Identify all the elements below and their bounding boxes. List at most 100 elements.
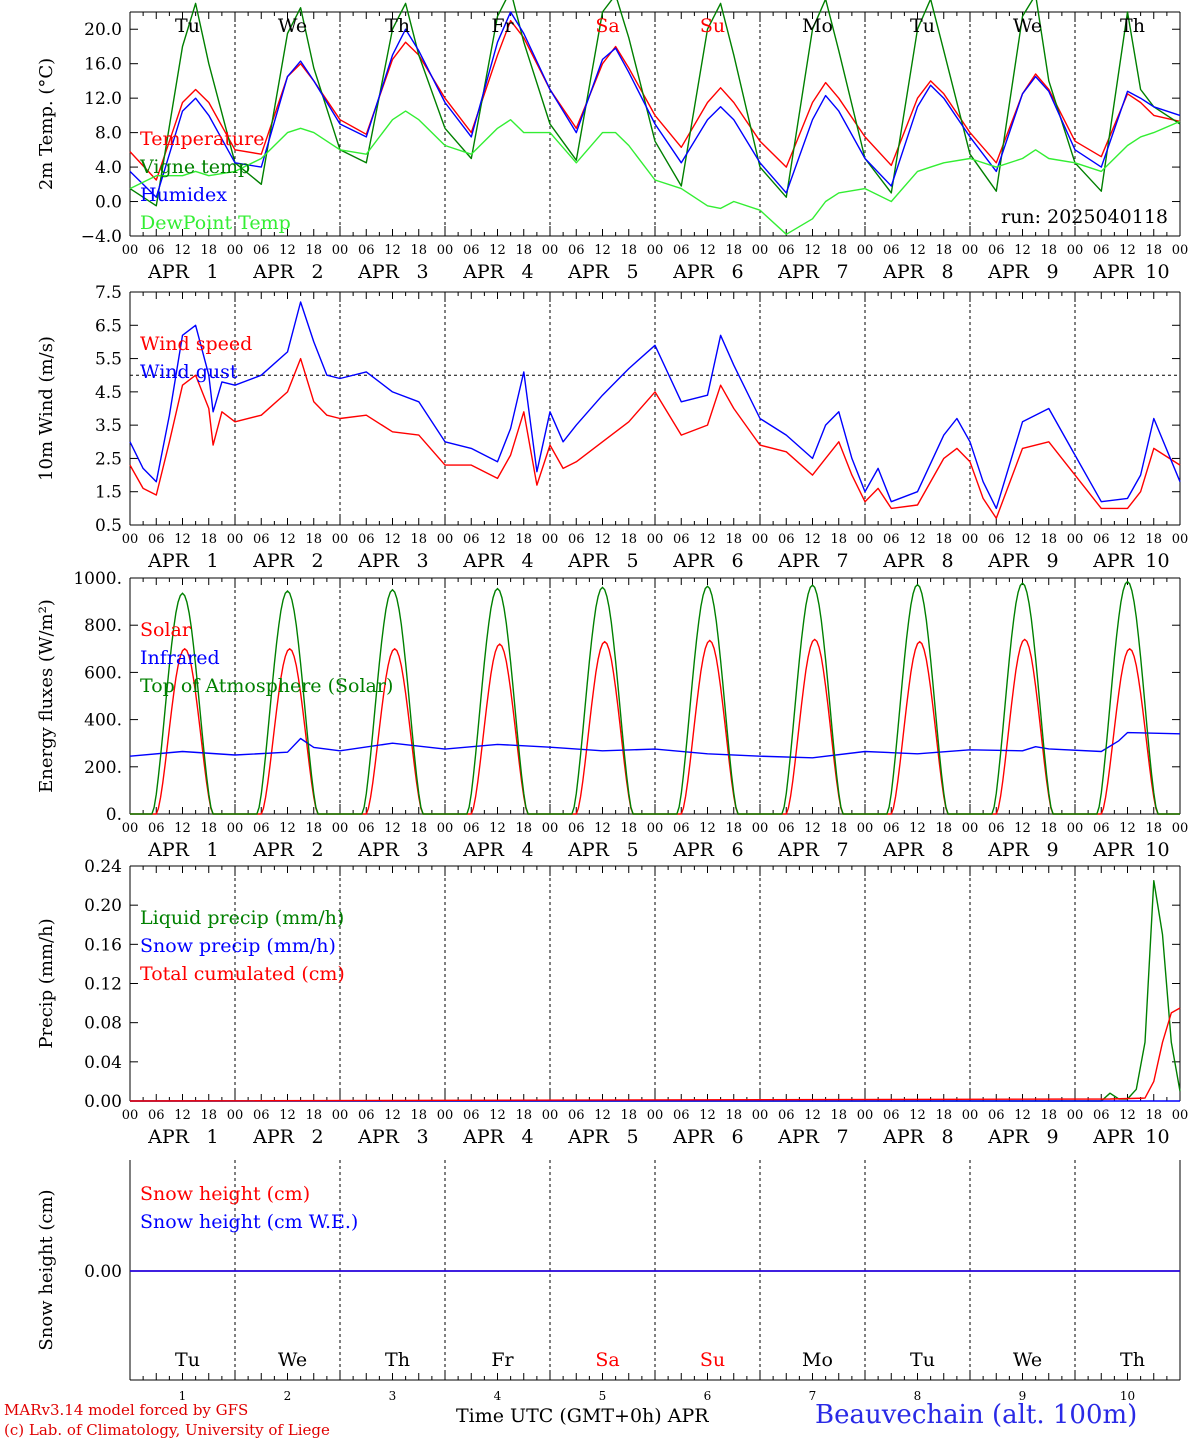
- day-label: 6: [731, 839, 743, 861]
- day-label: 10: [1145, 839, 1169, 861]
- y-axis-title: Energy fluxes (W/m²): [36, 599, 57, 793]
- hour-tick-label: 12: [1014, 821, 1031, 836]
- day-label: 5: [626, 261, 638, 283]
- hour-tick-label: 00: [1172, 532, 1189, 547]
- day-label: 9: [1046, 261, 1058, 283]
- legend-item: Wind gust: [140, 361, 238, 383]
- hour-tick-label: 18: [620, 243, 637, 258]
- hour-tick-label: 18: [515, 1108, 532, 1123]
- month-label: APR: [462, 261, 505, 283]
- hour-tick-label: 18: [305, 821, 322, 836]
- hour-tick-label: 18: [620, 1108, 637, 1123]
- hour-tick-label: 06: [883, 821, 900, 836]
- hour-tick-label: 06: [988, 1108, 1005, 1123]
- hour-tick-label: 06: [1093, 532, 1110, 547]
- day-label: 5: [626, 839, 638, 861]
- hour-tick-label: 18: [935, 243, 952, 258]
- weekday-label: Fr: [491, 1349, 514, 1371]
- hour-tick-label: 06: [1093, 243, 1110, 258]
- hour-tick-label: 18: [725, 1108, 742, 1123]
- weekday-label: Tu: [910, 15, 935, 37]
- month-label: APR: [882, 550, 925, 572]
- y-tick-label: 400.: [84, 711, 122, 731]
- hour-tick-label: 06: [148, 1108, 165, 1123]
- day-label: 7: [836, 550, 848, 572]
- hour-tick-label: 00: [962, 532, 979, 547]
- hour-tick-label: 06: [463, 532, 480, 547]
- month-label: APR: [567, 261, 610, 283]
- y-axis-panel-1: 20.0 16.0 12.0 8.0 4.0 0.0 −4.0 2m Temp. (°C): [36, 20, 1180, 247]
- hour-tick-label: 00: [437, 1108, 454, 1123]
- hour-tick-label: 00: [437, 821, 454, 836]
- day-number-label: 6: [704, 1389, 712, 1400]
- month-label: APR: [987, 1126, 1030, 1148]
- hour-tick-label: 06: [673, 243, 690, 258]
- hour-tick-label: 18: [725, 821, 742, 836]
- y-axis-panel-4: 0.24 0.20 0.16 0.12 0.08 0.04 0.00 Precip (mm/h…: [36, 857, 1180, 1112]
- hour-tick-label: 12: [174, 1108, 191, 1123]
- y-tick-label: 20.0: [84, 20, 122, 40]
- weekday-label: Th: [1120, 15, 1145, 37]
- day-label: 6: [731, 1126, 743, 1148]
- hour-tick-label: 00: [857, 243, 874, 258]
- hour-tick-label: 12: [489, 821, 506, 836]
- time-axis-label: Time UTC (GMT+0h) APR: [456, 1405, 709, 1427]
- series-line: [129, 301, 1181, 510]
- y-tick-label: 4.0: [95, 158, 122, 178]
- hour-tick-label: 18: [515, 532, 532, 547]
- y-axis-title: 10m Wind (m/s): [36, 336, 57, 481]
- hour-tick-label: 06: [673, 821, 690, 836]
- hour-tick-label: 12: [1119, 821, 1136, 836]
- hour-tick-label: 00: [1067, 243, 1084, 258]
- y-tick-label: 0.0: [95, 193, 122, 213]
- y-tick-label: 0.: [106, 805, 122, 825]
- hour-tick-label: 18: [725, 532, 742, 547]
- month-label: APR: [672, 1126, 715, 1148]
- hour-tick-label: 18: [830, 243, 847, 258]
- hour-tick-label: 00: [332, 532, 349, 547]
- hour-tick-label: 06: [148, 821, 165, 836]
- hour-tick-label: 06: [988, 821, 1005, 836]
- hour-tick-label: 18: [410, 1108, 427, 1123]
- hour-tick-label: 06: [358, 532, 375, 547]
- hour-tick-label: 12: [699, 532, 716, 547]
- weekday-label: Tu: [175, 1349, 200, 1371]
- hour-tick-label: 12: [279, 243, 296, 258]
- hour-tick-label: 00: [647, 243, 664, 258]
- hour-tick-label: 00: [1067, 821, 1084, 836]
- day-label: 3: [416, 261, 428, 283]
- hour-tick-label: 00: [752, 1108, 769, 1123]
- day-number-label: 7: [809, 1389, 817, 1400]
- month-label: APR: [882, 261, 925, 283]
- model-line: MARv3.14 model forced by GFS: [4, 1401, 249, 1419]
- month-label: APR: [462, 839, 505, 861]
- y-axis-title: Snow height (cm): [36, 1189, 57, 1350]
- y-tick-label: 600.: [84, 663, 122, 683]
- hour-tick-label: 00: [227, 243, 244, 258]
- hour-tick-label: 06: [568, 1108, 585, 1123]
- hour-tick-label: 18: [935, 532, 952, 547]
- hour-tick-label: 00: [227, 532, 244, 547]
- day-label: 7: [836, 261, 848, 283]
- hour-tick-label: 00: [122, 532, 139, 547]
- weekday-label: Mo: [802, 15, 833, 37]
- legend: Solar Infrared Top of Atmosphere (Solar): [140, 619, 393, 697]
- hour-tick-label: 00: [1067, 532, 1084, 547]
- hour-tick-label: 12: [804, 243, 821, 258]
- y-tick-label: 0.20: [84, 896, 122, 916]
- y-tick-label: 0.04: [84, 1053, 122, 1073]
- hour-tick-label: 18: [620, 532, 637, 547]
- hour-tick-label: 12: [174, 243, 191, 258]
- hour-tick-label: 00: [1172, 243, 1189, 258]
- y-tick-label: 0.24: [84, 857, 122, 877]
- day-label: 2: [311, 550, 323, 572]
- hour-tick-label: 12: [1014, 532, 1031, 547]
- legend: Snow height (cm) Snow height (cm W.E.): [140, 1183, 358, 1233]
- month-label: APR: [357, 261, 400, 283]
- month-label: APR: [882, 839, 925, 861]
- hour-tick-label: 06: [1093, 821, 1110, 836]
- hour-tick-label: 00: [962, 821, 979, 836]
- month-label: APR: [1092, 1126, 1135, 1148]
- day-number-label: 10: [1120, 1389, 1135, 1400]
